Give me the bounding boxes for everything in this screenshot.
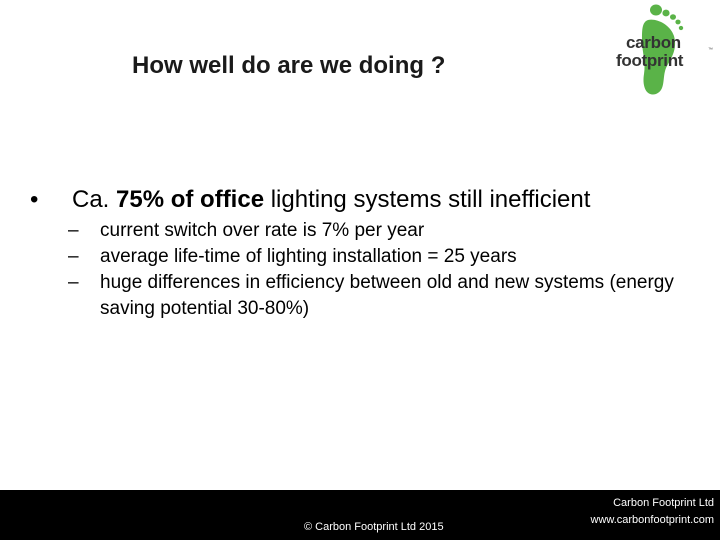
sub-bullet-text: average life-time of lighting installati… bbox=[100, 246, 517, 267]
bullet-rest-text: lighting systems still inefficient bbox=[264, 186, 591, 213]
dash-marker: – bbox=[68, 220, 79, 241]
bullet-item: • Ca. 75% of office lighting systems stil… bbox=[30, 184, 710, 216]
sub-bullet-text: current switch over rate is 7% per year bbox=[100, 220, 425, 241]
carbon-footprint-logo: carbon footprint ™ bbox=[612, 2, 718, 98]
sub-bullet-item: – current switch over rate is 7% per yea… bbox=[68, 218, 710, 244]
bullet-bold-text: 75% of office bbox=[116, 186, 265, 213]
footer-company-name: Carbon Footprint Ltd bbox=[613, 497, 714, 509]
dash-marker: – bbox=[68, 246, 79, 267]
logo-text-footprint: footprint bbox=[616, 51, 684, 70]
footer-bar: © Carbon Footprint Ltd 2015 Carbon Footp… bbox=[0, 490, 720, 540]
logo-text-carbon: carbon bbox=[626, 33, 681, 52]
dash-marker: – bbox=[68, 272, 79, 293]
bullet-prefix: Ca. bbox=[72, 186, 117, 213]
sub-bullet-list: – current switch over rate is 7% per yea… bbox=[68, 218, 710, 322]
green-footprint-icon bbox=[642, 4, 684, 95]
slide-title: How well do are we doing ? bbox=[132, 52, 446, 79]
footer-website: www.carbonfootprint.com bbox=[590, 514, 715, 526]
bullet-marker: • bbox=[30, 186, 39, 213]
logo-trademark: ™ bbox=[708, 47, 713, 53]
sub-bullet-item: – huge differences in efficiency between… bbox=[68, 270, 710, 322]
slide-body: • Ca. 75% of office lighting systems stil… bbox=[30, 184, 710, 322]
sub-bullet-text: huge differences in efficiency between o… bbox=[100, 272, 674, 319]
footer-copyright: © Carbon Footprint Ltd 2015 bbox=[304, 521, 444, 533]
sub-bullet-item: – average life-time of lighting installa… bbox=[68, 244, 710, 270]
